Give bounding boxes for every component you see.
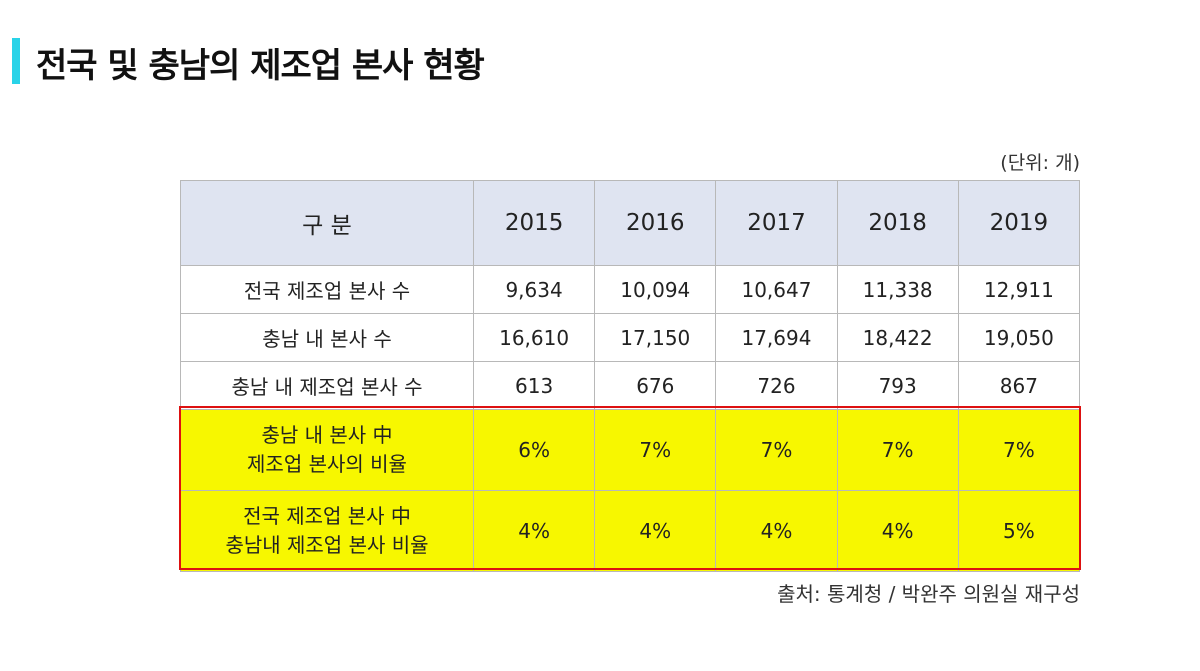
table-cell: 19,050: [957, 313, 1081, 362]
column-header: 2019: [957, 180, 1081, 266]
table-cell: 4%: [472, 490, 596, 572]
table-cell: 6%: [472, 409, 596, 491]
table-cell: 10,647: [715, 265, 838, 314]
table-row: 전국 제조업 본사 수 9,634 10,094 10,647 11,338 12,911: [180, 265, 1081, 314]
page-title: 전국 및 충남의 제조업 본사 현황: [36, 46, 485, 86]
row-label-line: 제조업 본사의 비율: [247, 452, 407, 476]
data-table: 구 분 2015 2016 2017 2018 2019 전국 제조업 본사 수 9,634…: [180, 180, 1081, 572]
table-cell: 7%: [715, 409, 838, 491]
row-label: 전국 제조업 본사 수: [180, 265, 474, 314]
column-header: 2015: [472, 180, 596, 266]
table-cell: 867: [957, 361, 1081, 410]
table-cell: 9,634: [472, 265, 596, 314]
table-cell: 613: [472, 361, 596, 410]
table-row: 전국 제조업 본사 中 충남내 제조업 본사 비율 4% 4% 4% 4% 5%: [180, 490, 1081, 572]
table-row: 충남 내 본사 수 16,610 17,150 17,694 18,422 19,050: [180, 313, 1081, 362]
column-header: 2018: [836, 180, 959, 266]
table-row: 충남 내 제조업 본사 수 613 676 726 793 867: [180, 361, 1081, 410]
row-label-line: 충남내 제조업 본사 비율: [225, 533, 429, 557]
table-cell: 7%: [836, 409, 959, 491]
column-header: 구 분: [180, 180, 474, 266]
row-label: 충남 내 제조업 본사 수: [180, 361, 474, 410]
table-cell: 16,610: [472, 313, 596, 362]
table-cell: 12,911: [957, 265, 1081, 314]
table-cell: 17,694: [715, 313, 838, 362]
table-cell: 4%: [594, 490, 717, 572]
table-cell: 793: [836, 361, 959, 410]
unit-note: (단위: 개): [1000, 152, 1080, 174]
table-cell: 17,150: [594, 313, 717, 362]
source-note: 출처: 통계청 / 박완주 의원실 재구성: [777, 582, 1080, 606]
column-header: 2016: [594, 180, 717, 266]
row-label-line: 충남 내 본사 中: [261, 423, 393, 447]
header-row: 구 분 2015 2016 2017 2018 2019: [180, 180, 1081, 266]
table-cell: 726: [715, 361, 838, 410]
table-cell: 18,422: [836, 313, 959, 362]
table-cell: 5%: [957, 490, 1081, 572]
table-cell: 4%: [836, 490, 959, 572]
row-label: 충남 내 본사 수: [180, 313, 474, 362]
table-cell: 7%: [957, 409, 1081, 491]
table-cell: 11,338: [836, 265, 959, 314]
title-accent: [12, 38, 20, 84]
row-label: 충남 내 본사 中 제조업 본사의 비율: [180, 409, 474, 491]
table-cell: 676: [594, 361, 717, 410]
table-cell: 7%: [594, 409, 717, 491]
table-cell: 4%: [715, 490, 838, 572]
row-label-line: 전국 제조업 본사 수: [243, 279, 411, 303]
table-row: 충남 내 본사 中 제조업 본사의 비율 6% 7% 7% 7% 7%: [180, 409, 1081, 491]
row-label-line: 충남 내 제조업 본사 수: [231, 375, 423, 399]
row-label-line: 전국 제조업 본사 中: [243, 504, 411, 528]
row-label: 전국 제조업 본사 中 충남내 제조업 본사 비율: [180, 490, 474, 572]
column-header: 2017: [715, 180, 838, 266]
table-cell: 10,094: [594, 265, 717, 314]
row-label-line: 충남 내 본사 수: [262, 327, 392, 351]
